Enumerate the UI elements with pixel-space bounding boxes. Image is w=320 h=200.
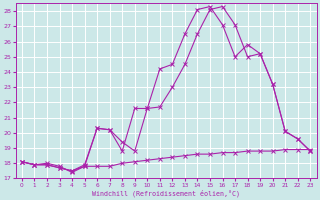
X-axis label: Windchill (Refroidissement éolien,°C): Windchill (Refroidissement éolien,°C) [92, 189, 240, 197]
